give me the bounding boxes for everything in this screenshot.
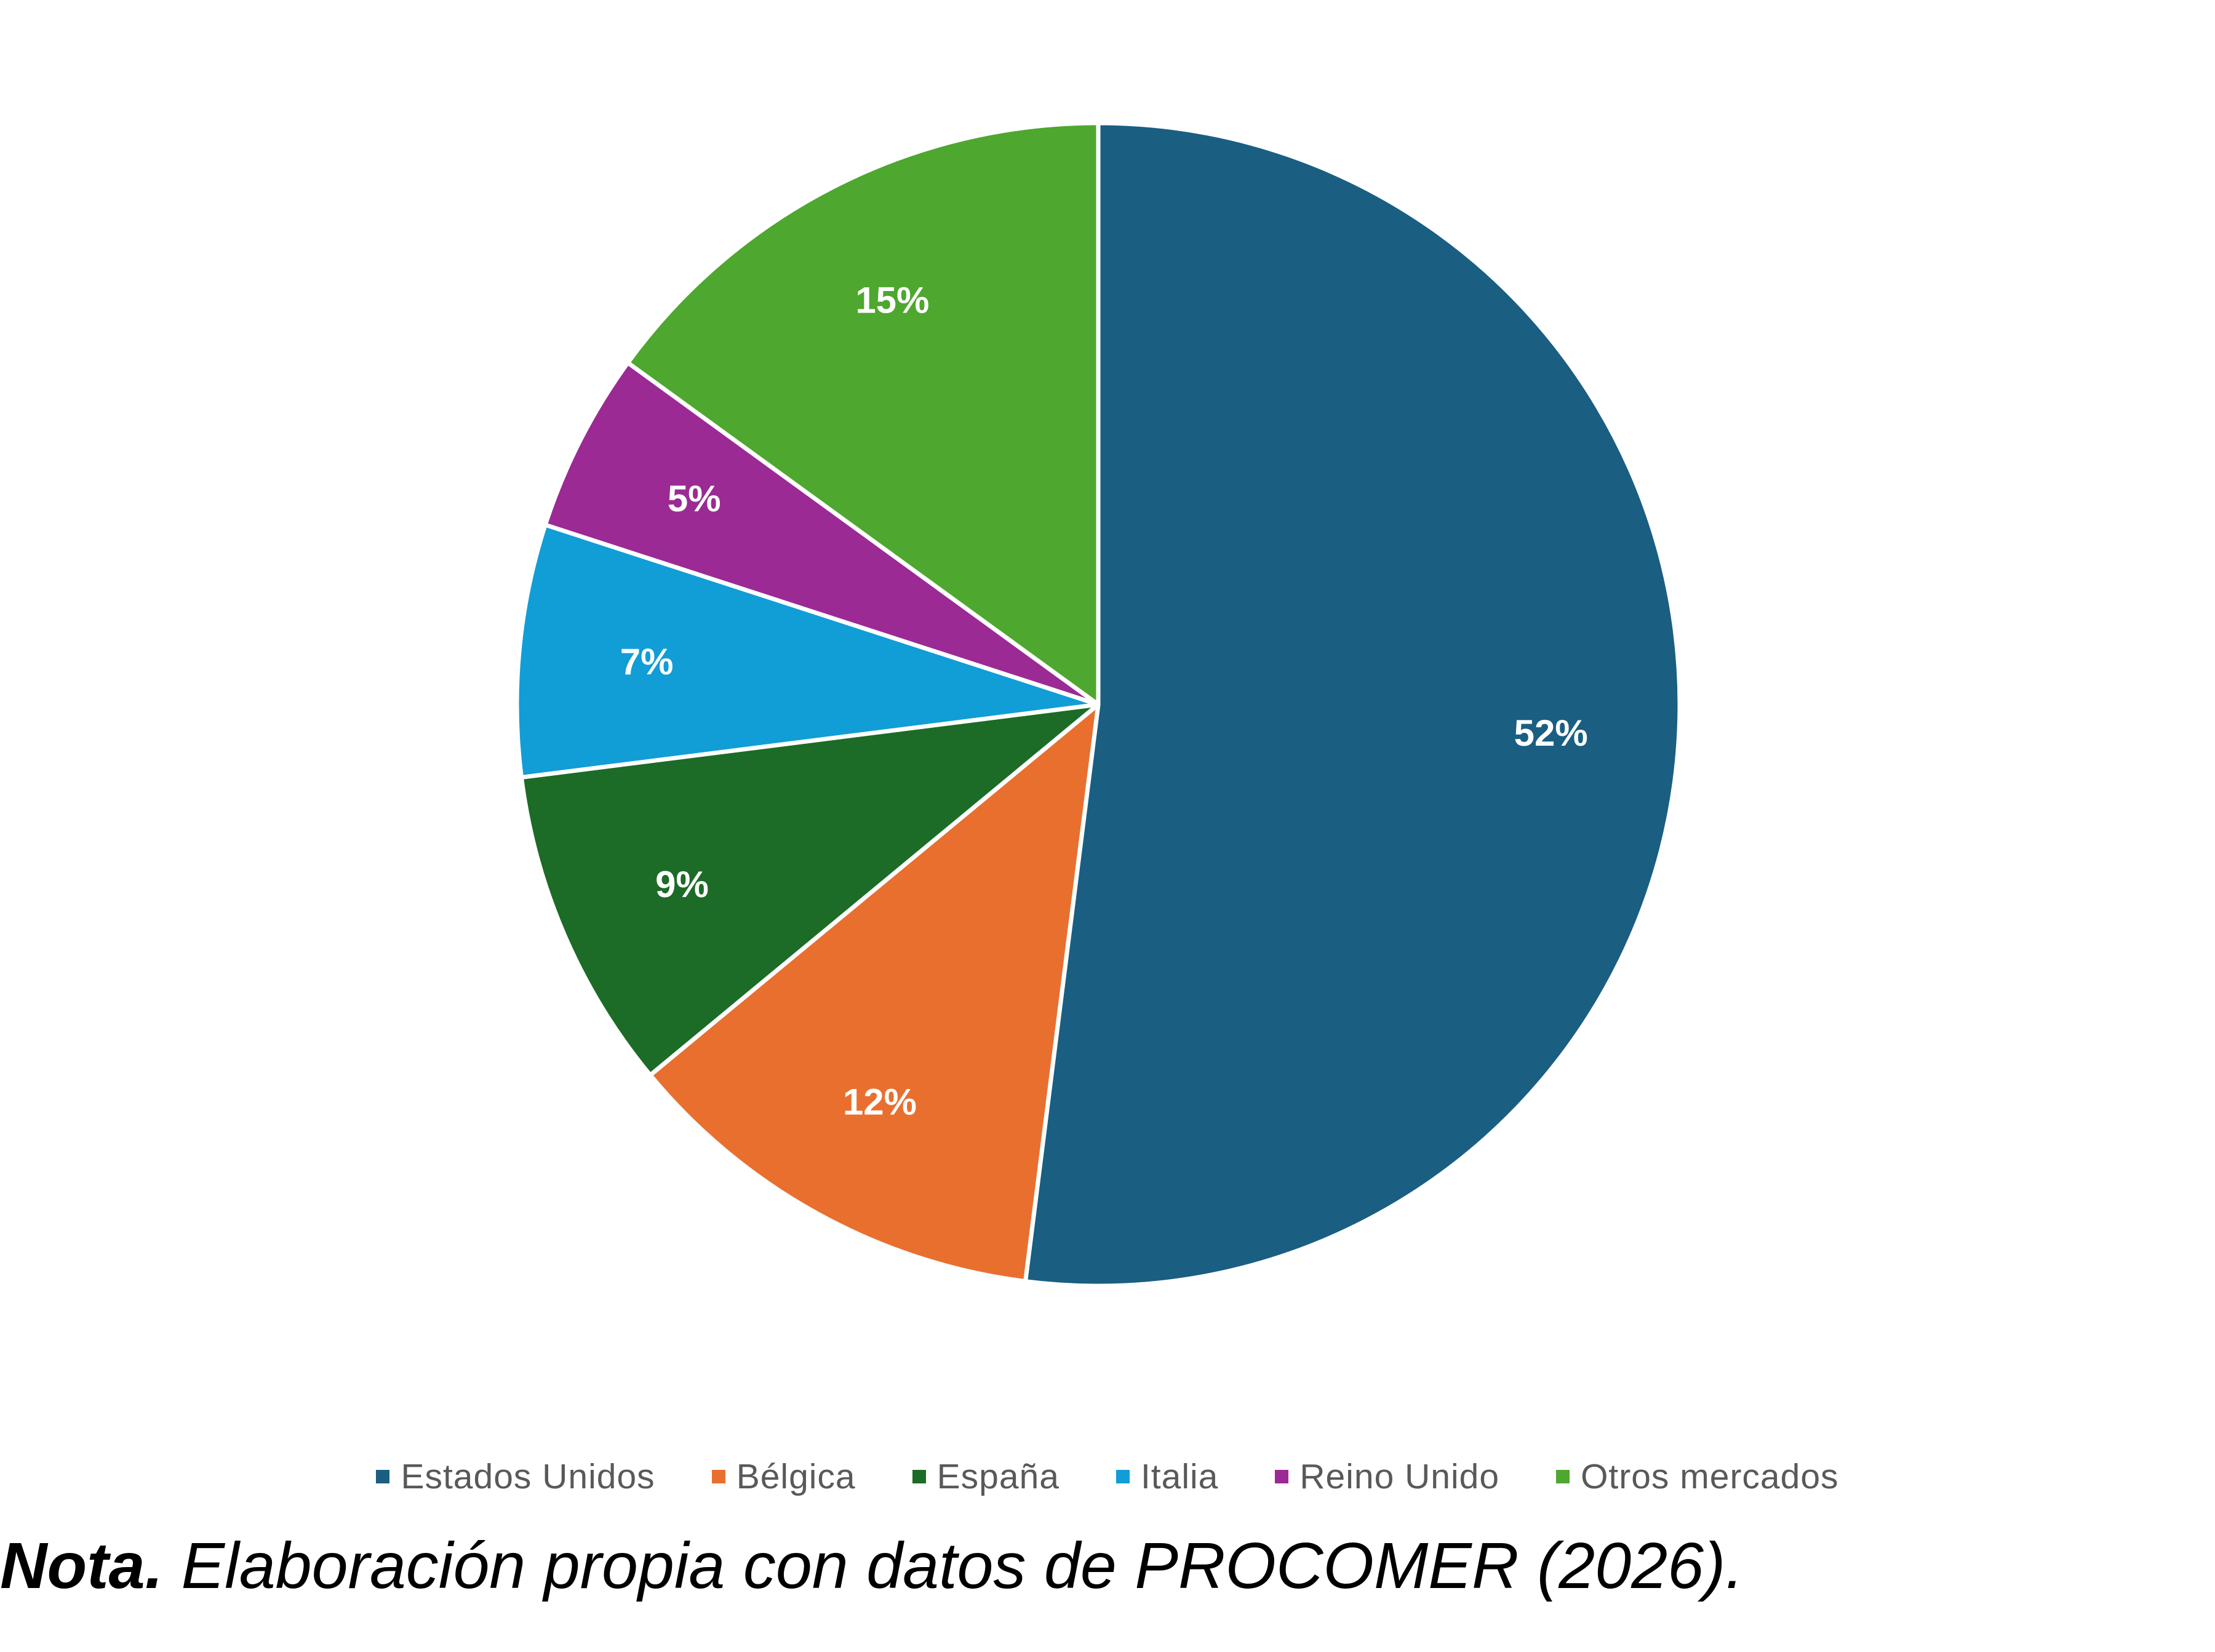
legend-item-italia: Italia xyxy=(1115,1456,1219,1497)
legend-label-reino-unido: Reino Unido xyxy=(1299,1457,1500,1496)
pie-slice-estados-unidos xyxy=(1023,121,1682,1288)
legend-label-espana: España xyxy=(936,1457,1060,1496)
chart-note: Nota. Elaboración propia con datos de PR… xyxy=(0,1520,2215,1612)
legend-item-espana: España xyxy=(912,1456,1060,1497)
legend-swatch-estados-unidos xyxy=(376,1470,390,1483)
data-label-espana: 9% xyxy=(655,864,709,905)
legend-label-belgica: Bélgica xyxy=(736,1457,856,1496)
pie-slices xyxy=(514,121,1682,1288)
legend-swatch-belgica xyxy=(711,1470,725,1483)
legend-swatch-espana xyxy=(912,1470,926,1483)
legend-swatch-italia xyxy=(1115,1470,1130,1483)
data-label-reino-unido: 5% xyxy=(668,478,721,519)
pie-slice-espana xyxy=(519,702,1101,1077)
data-label-estados-unidos: 52% xyxy=(1514,712,1588,754)
legend-label-estados-unidos: Estados Unidos xyxy=(401,1457,655,1496)
legend-item-otros-mercados: Otros mercados xyxy=(1556,1456,1838,1497)
pie-slice-belgica xyxy=(648,702,1101,1284)
pie-slice-italia xyxy=(514,522,1101,780)
pie-slice-otros-mercados xyxy=(625,121,1101,707)
note-text: Elaboración propia con datos de PROCOMER… xyxy=(163,1530,1744,1602)
pie-slice-reino-unido xyxy=(543,361,1101,707)
chart-legend: Estados Unidos Bélgica España Italia Reino U… xyxy=(0,1449,2215,1504)
pie-data-labels: 52% 12% 9% 7% 5% 15% xyxy=(620,280,1588,1123)
data-label-belgica: 12% xyxy=(843,1081,917,1122)
legend-swatch-otros-mercados xyxy=(1556,1470,1570,1483)
legend-label-italia: Italia xyxy=(1140,1457,1219,1496)
legend-item-estados-unidos: Estados Unidos xyxy=(376,1456,655,1497)
data-label-otros-mercados: 15% xyxy=(855,280,929,321)
legend-label-otros-mercados: Otros mercados xyxy=(1581,1457,1839,1496)
data-label-italia: 7% xyxy=(620,641,674,682)
legend-item-belgica: Bélgica xyxy=(711,1456,856,1497)
note-label: Nota. xyxy=(0,1530,163,1602)
legend-swatch-reino-unido xyxy=(1275,1470,1289,1483)
legend-item-reino-unido: Reino Unido xyxy=(1275,1456,1499,1497)
